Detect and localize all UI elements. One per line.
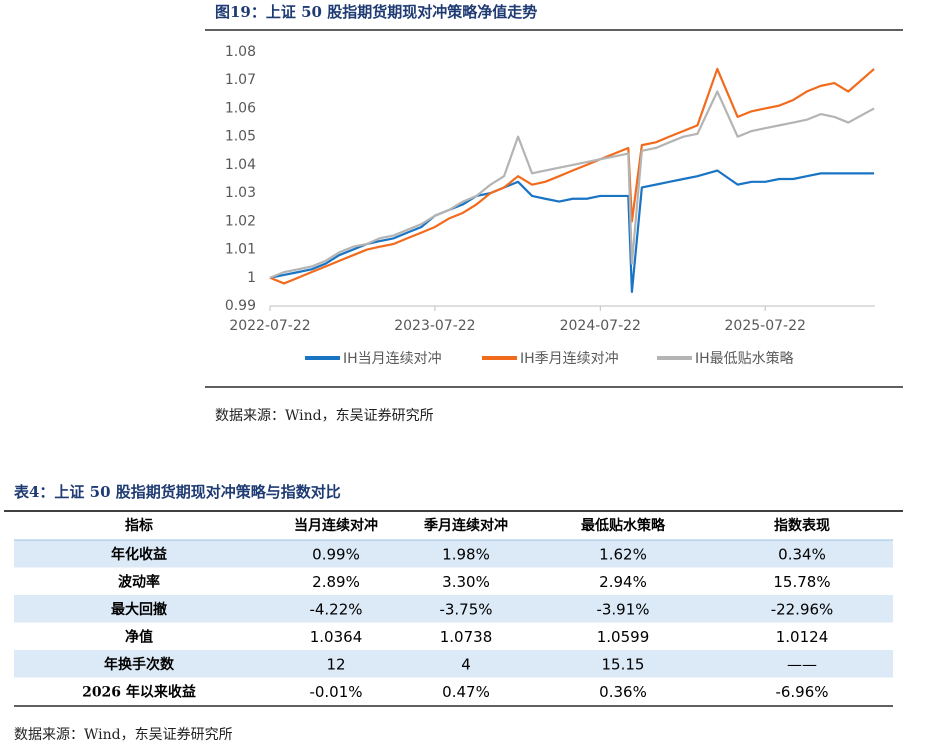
table-cell: 15.15 [602, 655, 645, 673]
table-cell: 1.0124 [776, 628, 829, 646]
row-label: 年化收益 [111, 546, 167, 563]
table-cell: 0.34% [778, 545, 826, 563]
row-shade [14, 540, 893, 568]
y-tick-label: 1.01 [225, 242, 256, 258]
table-cell: 12 [326, 655, 345, 673]
table-header: 指标 [125, 517, 153, 534]
table-cell: 1.0738 [440, 628, 493, 646]
table-cell: 1.0364 [310, 628, 363, 646]
table-cell: -4.22% [309, 600, 362, 618]
table-cell: 0.99% [312, 545, 360, 563]
table-header: 指数表现 [774, 517, 830, 534]
y-tick-label: 1.08 [225, 44, 256, 60]
y-tick-label: 1.07 [225, 72, 256, 88]
table-header: 季月连续对冲 [423, 517, 508, 534]
table-caption: 表4：上证 50 股指期货期现对冲策略与指数对比 [14, 483, 341, 501]
table-cell: 1.0599 [597, 628, 650, 646]
table-cell: 2.89% [312, 573, 360, 591]
table-header: 最低贴水策略 [581, 517, 666, 534]
y-tick-label: 1 [247, 270, 256, 286]
x-tick-label: 2023-07-22 [394, 318, 475, 334]
table-cell: 1.98% [442, 545, 490, 563]
table-cell: 15.78% [773, 573, 830, 591]
x-tick-label: 2024-07-22 [560, 318, 641, 334]
row-shade [14, 595, 893, 623]
row-label: 2026 年以来收益 [82, 683, 196, 700]
chart: 0.99 1 1.01 1.02 1.03 1.04 1.05 1.06 1.07 1.08 202… [225, 44, 875, 367]
figure-source: 数据来源：Wind，东吴证券研究所 [215, 408, 434, 424]
table-cell: 0.47% [442, 683, 490, 701]
table-cell: 0.36% [599, 683, 647, 701]
table-header: 当月连续对冲 [294, 517, 378, 534]
legend-label: IH季月连续对冲 [520, 350, 619, 367]
row-label: 波动率 [118, 573, 160, 590]
y-tick-label: 0.99 [225, 298, 256, 314]
y-tick-label: 1.06 [225, 100, 256, 116]
series-line [269, 67, 875, 285]
table-cell: -22.96% [771, 600, 834, 618]
table-source: 数据来源：Wind，东吴证券研究所 [14, 727, 233, 743]
x-tick-label: 2025-07-22 [725, 318, 806, 334]
row-label: 年换手次数 [104, 656, 175, 673]
y-tick-label: 1.05 [225, 129, 256, 145]
figure-caption: 图19：上证 50 股指期货期现对冲策略净值走势 [215, 3, 537, 21]
table-cell: -0.01% [309, 683, 362, 701]
table-cell: 2.94% [599, 573, 647, 591]
legend-label: IH最低贴水策略 [695, 350, 794, 367]
x-tick-label: 2022-07-22 [229, 318, 310, 334]
series-line [269, 169, 875, 293]
table-cell: 4 [461, 655, 471, 673]
table-cell: —— [787, 655, 817, 673]
series-line [269, 90, 875, 279]
table-cell: 1.62% [599, 545, 647, 563]
table-cell: -6.96% [775, 683, 828, 701]
legend-label: IH当月连续对冲 [343, 350, 442, 367]
table-cell: -3.75% [439, 600, 492, 618]
y-tick-label: 1.04 [225, 157, 256, 173]
row-shade [14, 650, 893, 678]
y-tick-label: 1.02 [225, 213, 256, 229]
table-cell: -3.91% [596, 600, 649, 618]
row-label: 净值 [125, 628, 153, 645]
table-cell: 3.30% [442, 573, 490, 591]
y-tick-label: 1.03 [225, 185, 256, 201]
row-label: 最大回撤 [111, 601, 167, 618]
